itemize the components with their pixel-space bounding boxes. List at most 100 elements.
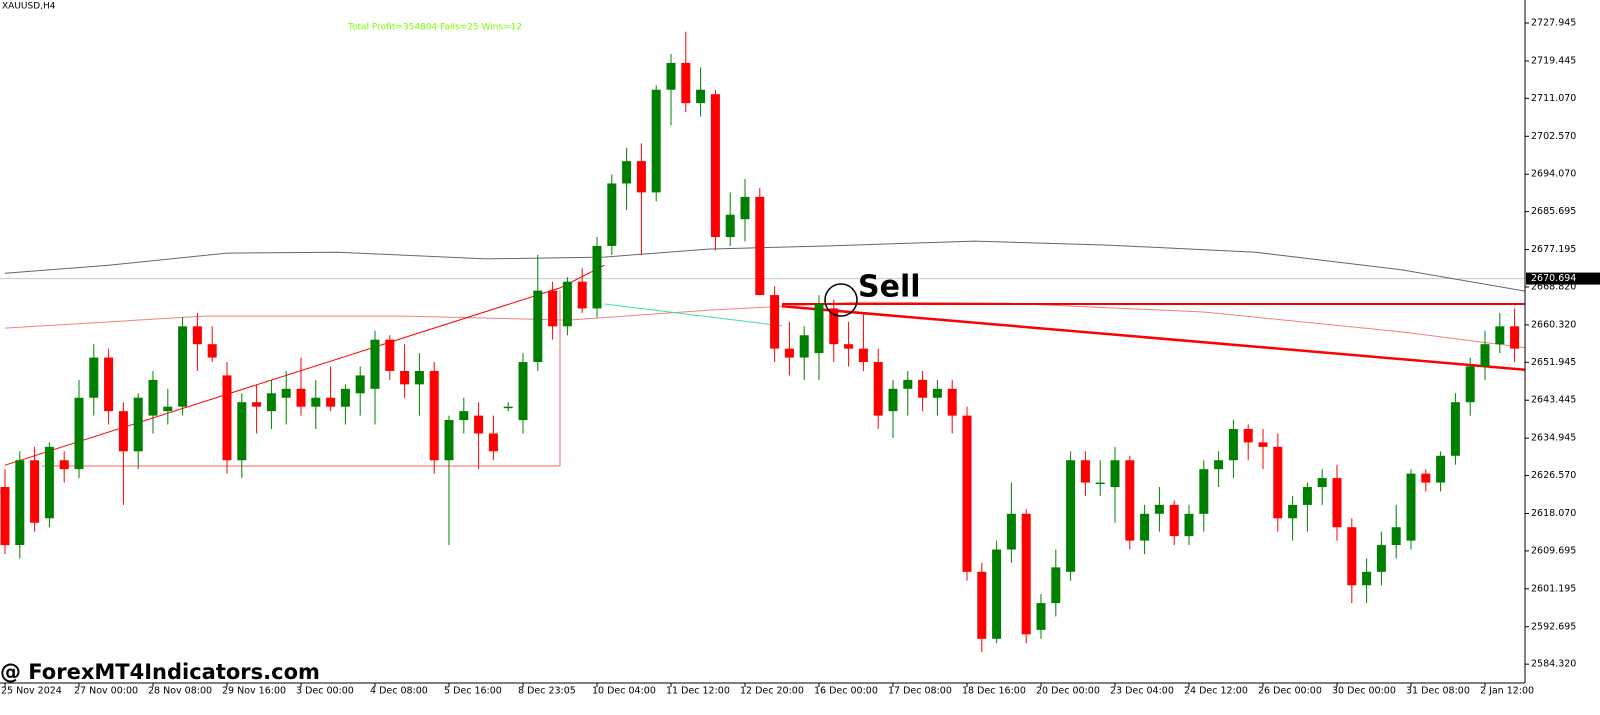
- y-tick-label: 2702.570: [1531, 131, 1576, 142]
- y-tick-label: 2719.445: [1531, 55, 1576, 66]
- candle-body: [725, 214, 735, 238]
- candle-body: [977, 571, 987, 639]
- candle-body: [1110, 460, 1120, 488]
- current-price-label: 2670.694: [1531, 273, 1576, 284]
- x-tick-label: 11 Dec 12:00: [666, 686, 730, 697]
- stats-annotation: Total Profit=354804 Fails=25 Wins=12: [347, 23, 522, 33]
- candle-body: [59, 460, 69, 470]
- candle-body: [1140, 513, 1150, 541]
- candle-body: [784, 348, 794, 358]
- candle-body: [651, 89, 661, 193]
- plot-area: [0, 31, 1525, 653]
- y-tick-label: 2609.695: [1531, 545, 1576, 556]
- candle-body: [1406, 473, 1416, 541]
- x-tick-label: 29 Nov 16:00: [222, 686, 286, 697]
- candle-body: [281, 388, 291, 398]
- candle-body: [370, 339, 380, 389]
- x-tick-label: 17 Dec 08:00: [888, 686, 952, 697]
- candle-body: [755, 196, 765, 296]
- candle-body: [118, 411, 128, 452]
- x-tick-label: 24 Dec 12:00: [1184, 686, 1248, 697]
- candle-body: [192, 326, 202, 345]
- symbol-label: XAUUSD,H4: [2, 2, 56, 12]
- candle-body: [1421, 473, 1431, 483]
- y-tick-label: 2584.320: [1531, 659, 1576, 670]
- x-tick-label: 20 Dec 00:00: [1036, 686, 1100, 697]
- candle-body: [1125, 460, 1135, 541]
- candle-body: [1214, 460, 1224, 470]
- candle-body: [592, 245, 602, 309]
- candle-body: [1080, 460, 1090, 483]
- x-tick-label: 10 Dec 04:00: [592, 686, 656, 697]
- axes: 2727.945 2719.445 2711.070 2702.570 2694.070…: [1, 18, 1600, 697]
- x-tick-label: 26 Dec 00:00: [1258, 686, 1322, 697]
- candle-body: [770, 295, 780, 349]
- candle-body: [1391, 527, 1401, 546]
- candle-body: [1347, 527, 1357, 586]
- y-tick-label: 2592.695: [1531, 621, 1576, 632]
- x-tick-label: 2 Jan 12:00: [1480, 686, 1534, 697]
- y-tick-label: 2727.945: [1531, 18, 1576, 29]
- candle-body: [326, 397, 336, 407]
- candle-body: [992, 549, 1002, 639]
- y-tick-label: 2660.320: [1531, 319, 1576, 330]
- candle-body: [932, 388, 942, 398]
- x-tick-label: 12 Dec 20:00: [740, 686, 804, 697]
- candle-body: [252, 402, 262, 407]
- candle-body: [1362, 571, 1372, 586]
- x-tick-label: 25 Nov 2024: [1, 686, 62, 697]
- candle-body: [1510, 326, 1520, 349]
- x-tick-label: 5 Dec 16:00: [444, 686, 502, 697]
- y-tick-label: 2634.945: [1531, 433, 1576, 444]
- candle-body: [799, 335, 809, 358]
- candle-body: [622, 161, 632, 184]
- candle-body: [1169, 504, 1179, 537]
- candle-body: [858, 348, 868, 363]
- candle-body: [104, 357, 114, 412]
- candle-body: [429, 370, 439, 461]
- candle-body: [444, 420, 454, 461]
- candle-body: [873, 362, 883, 416]
- candle-body: [1273, 446, 1283, 519]
- y-tick-label: 2601.195: [1531, 583, 1576, 594]
- candle-body: [296, 388, 306, 407]
- candle-body: [340, 388, 350, 407]
- y-tick-label: 2643.445: [1531, 395, 1576, 406]
- indicator-line: [42, 290, 561, 467]
- candle-body: [15, 460, 25, 546]
- y-tick-label: 2694.070: [1531, 169, 1576, 180]
- candle-body: [681, 62, 691, 104]
- x-tick-label: 28 Nov 08:00: [148, 686, 212, 697]
- candle-body: [562, 281, 572, 327]
- candle-body: [888, 388, 898, 412]
- candle-body: [400, 370, 410, 385]
- x-tick-label: 4 Dec 08:00: [370, 686, 428, 697]
- candle-body: [30, 460, 40, 523]
- candle-body: [207, 344, 217, 358]
- candle-body: [518, 362, 528, 421]
- candle-body: [1184, 513, 1194, 537]
- indicator-line: [604, 303, 783, 327]
- y-tick-label: 2618.070: [1531, 508, 1576, 519]
- candle-body: [1051, 567, 1061, 604]
- candle-body: [903, 379, 913, 389]
- y-tick-label: 2711.070: [1531, 93, 1576, 104]
- candle-body: [266, 393, 276, 412]
- candle-body: [414, 370, 424, 385]
- y-tick-label: 2677.195: [1531, 244, 1576, 255]
- x-tick-label: 3 Dec 00:00: [296, 686, 354, 697]
- candle-body: [548, 290, 558, 327]
- candle-body: [311, 397, 321, 407]
- x-tick-label: 23 Dec 04:00: [1110, 686, 1174, 697]
- candle-body: [474, 415, 484, 434]
- candle-body: [1006, 513, 1016, 550]
- candle-body: [740, 196, 750, 220]
- candle-body: [178, 326, 188, 407]
- x-tick-label: 18 Dec 16:00: [962, 686, 1026, 697]
- candle-body: [503, 406, 513, 409]
- candle-body: [488, 433, 498, 452]
- candle-body: [1066, 460, 1076, 572]
- candle-body: [829, 308, 839, 345]
- candle-body: [1317, 478, 1327, 488]
